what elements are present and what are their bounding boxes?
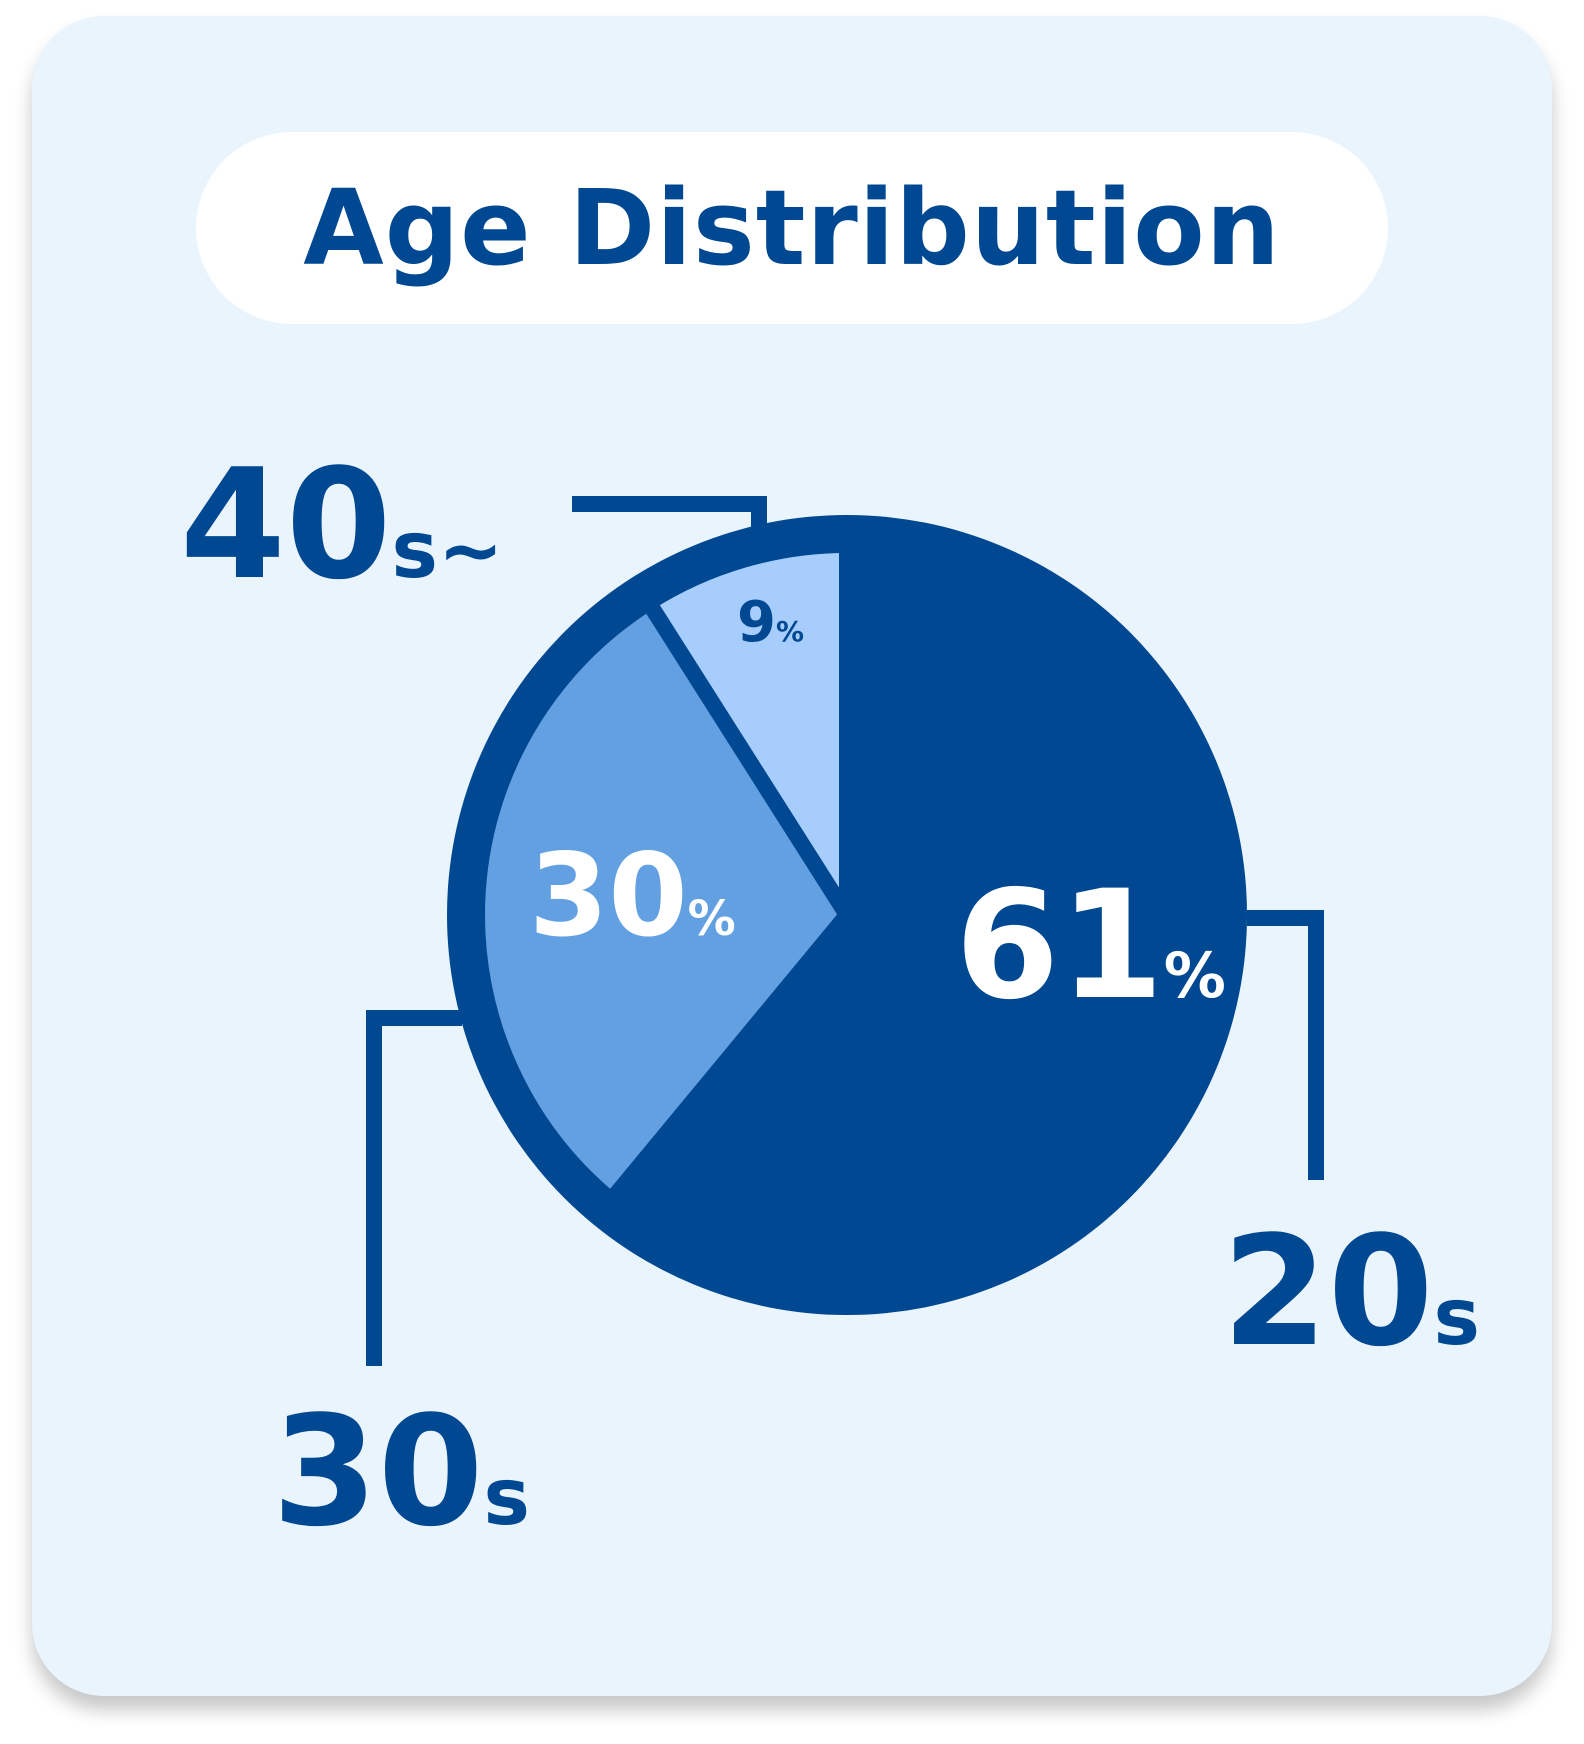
category-num-40s: 40 (180, 436, 392, 613)
slice-value-40s: 9 (737, 590, 776, 655)
category-num-30s: 30 (272, 1383, 484, 1560)
category-suffix-30s: s (484, 1453, 530, 1543)
slice-label-30s: 30% (529, 829, 736, 962)
slice-unit-30s: % (688, 891, 736, 947)
category-label-20s: 20s (1222, 1203, 1480, 1380)
pie-slice-30s (469, 591, 857, 1212)
pie-slice-40s (637, 536, 855, 943)
leader-line-30s (366, 1010, 462, 1366)
slice-unit-40s: % (776, 615, 804, 648)
slice-unit-20s: % (1164, 939, 1226, 1012)
category-suffix-20s: s (1434, 1273, 1480, 1363)
leader-line-20s (1247, 910, 1324, 1180)
title-pill: Age Distribution (196, 132, 1388, 324)
slice-label-40s: 9% (737, 590, 804, 655)
category-label-40s: 40s~ (180, 436, 503, 613)
slice-label-20s: 61% (955, 859, 1226, 1033)
category-num-20s: 20 (1222, 1203, 1434, 1380)
chart-title: Age Distribution (303, 167, 1281, 289)
slice-value-20s: 61 (955, 859, 1164, 1033)
leader-line-40s (572, 496, 767, 530)
slice-value-30s: 30 (529, 829, 688, 962)
category-suffix-40s: s~ (392, 506, 504, 596)
category-label-30s: 30s (272, 1383, 530, 1560)
